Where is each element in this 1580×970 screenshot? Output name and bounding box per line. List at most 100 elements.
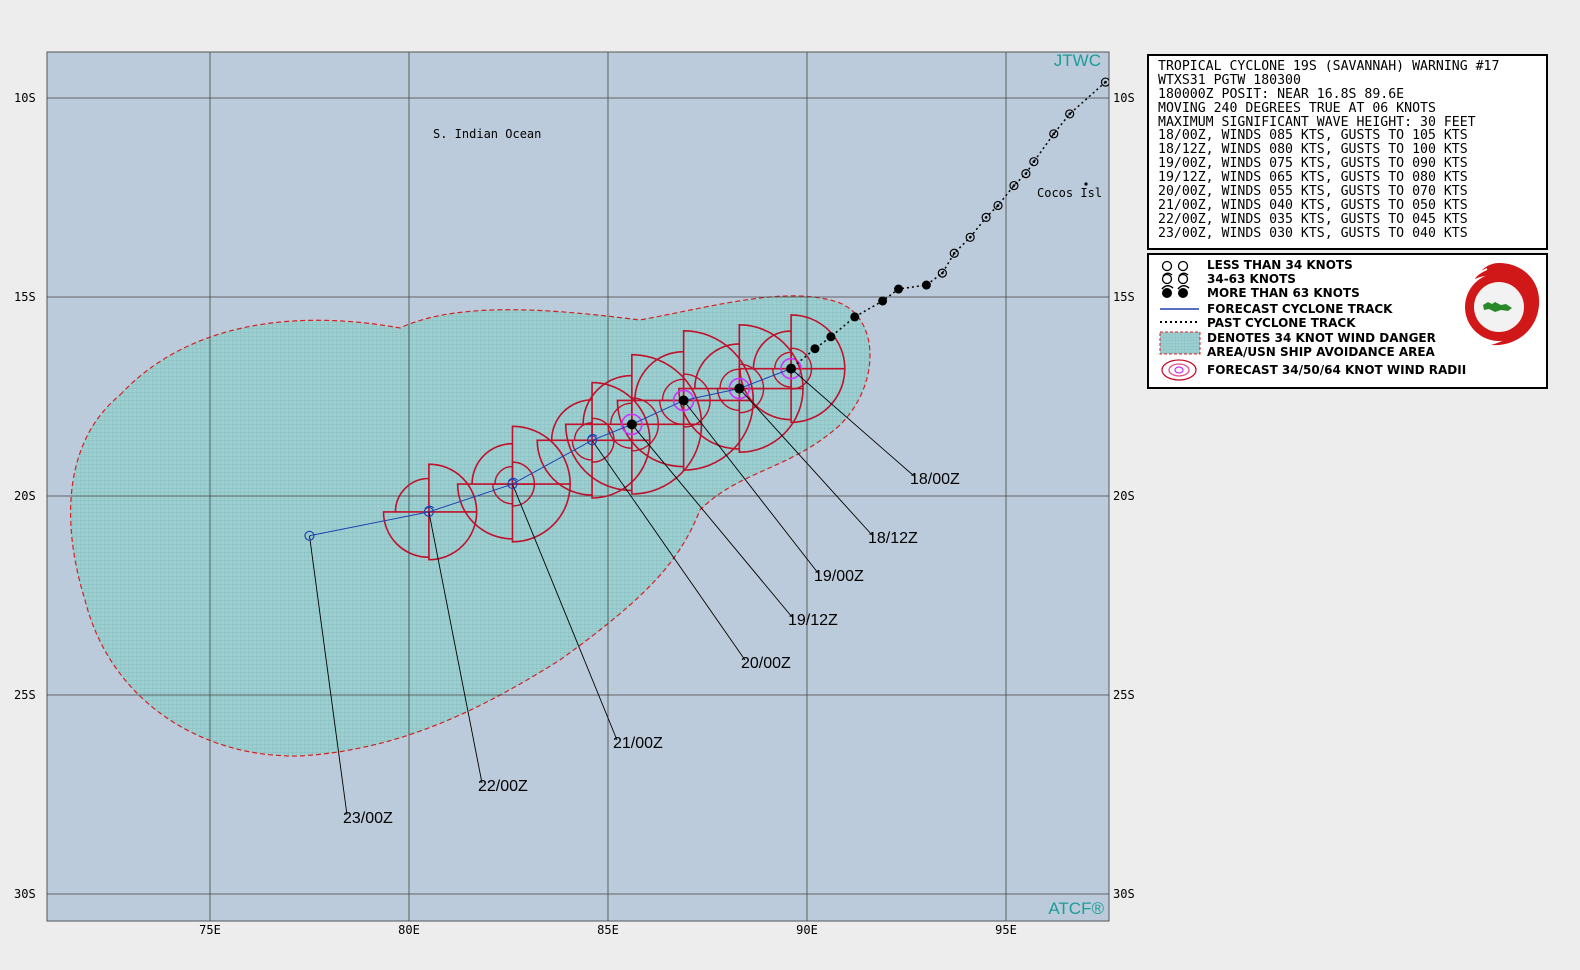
less-than-34-icon [1177, 260, 1189, 272]
past-position-center [996, 204, 1000, 207]
lat-tick-label-right: 25S [1113, 688, 1135, 702]
hurricane-icon [1162, 288, 1172, 298]
danger-area [69, 295, 871, 757]
forecast-position-depression-icon [304, 530, 315, 541]
past-position-center [1024, 172, 1028, 175]
hurricane-icon [1178, 288, 1188, 298]
forecast-position-hurricane-icon [734, 383, 745, 394]
lat-tick-label-right: 15S [1113, 290, 1135, 304]
warning-line: 19/12Z, WINDS 065 KTS, GUSTS TO 080 KTS [1158, 170, 1468, 186]
forecast-time-label: 19/12Z [788, 612, 838, 629]
forecast-position-storm-icon [586, 435, 598, 446]
leader-line [512, 483, 618, 741]
warning-line: 18/12Z, WINDS 080 KTS, GUSTS TO 100 KTS [1158, 142, 1468, 158]
lat-tick-label-right: 20S [1113, 489, 1135, 503]
warning-line: 20/00Z, WINDS 055 KTS, GUSTS TO 070 KTS [1158, 184, 1468, 200]
leader-line [591, 440, 746, 661]
forecast-time-label: 20/00Z [741, 655, 791, 672]
past-position-storm-icon [1049, 129, 1059, 139]
past-position-hurricane-icon [894, 284, 904, 294]
past-track-line [790, 81, 1106, 370]
leader-line [790, 368, 915, 477]
axis-labels: 10S 10S 15S 15S 20S 20S 25S 25S 30S 30S 75E 80E 85E 9… [14, 91, 1135, 937]
legend-past-track: PAST CYCLONE TRACK [1207, 316, 1356, 330]
forecast-positions [304, 363, 797, 541]
leader-line [428, 511, 483, 784]
warning-line: 21/00Z, WINDS 040 KTS, GUSTS TO 050 KTS [1158, 197, 1468, 213]
warning-line: MOVING 240 DEGREES TRUE AT 06 KNOTS [1158, 100, 1436, 116]
warning-line: 22/00Z, WINDS 035 KTS, GUSTS TO 045 KTS [1158, 211, 1468, 227]
warning-text-box: TROPICAL CYCLONE 19S (SAVANNAH) WARNING … [1147, 54, 1548, 250]
wind-radii-34kt [678, 324, 804, 454]
forecast-time-label: 18/00Z [910, 471, 960, 488]
warning-line: 180000Z POSIT: NEAR 16.8S 89.6E [1158, 86, 1405, 102]
lat-tick-label-left: 20S [14, 489, 36, 503]
tropical-storm-icon [1161, 273, 1173, 285]
forecast-time-label: 23/00Z [343, 810, 393, 827]
past-position-storm-icon [949, 248, 959, 258]
wind-radii-34kt [536, 381, 651, 499]
wind-radii-64kt [621, 413, 643, 436]
wind-radii-50kt [659, 373, 711, 428]
past-position-center [1012, 184, 1016, 187]
lat-tick-label-left: 15S [14, 290, 36, 304]
past-position-storm-icon [981, 212, 991, 222]
legend-less-than-34: LESS THAN 34 KNOTS [1207, 258, 1353, 272]
wind-radii-34kt [382, 463, 478, 561]
lon-tick-label: 80E [398, 923, 420, 937]
past-position-center [941, 271, 944, 275]
atcf-label: ATCF® [1048, 899, 1104, 918]
lat-tick-label-left: 10S [14, 91, 36, 105]
leader-line [683, 400, 819, 574]
danger-area-icon [1159, 331, 1201, 355]
legend-more-than-63: MORE THAN 63 KNOTS [1207, 286, 1360, 300]
forecast-time-label: 21/00Z [613, 735, 663, 752]
forecast-position-storm-icon [507, 478, 518, 490]
lon-tick-label: 75E [199, 923, 221, 937]
tropical-storm-icon [1177, 273, 1189, 285]
leader-line [631, 424, 793, 618]
past-position-storm-icon [993, 200, 1003, 211]
lon-tick-label: 85E [597, 923, 619, 937]
wind-radii-group [382, 314, 846, 561]
legend-34-63: 34-63 KNOTS [1207, 272, 1296, 286]
wind-radii-64kt [728, 377, 751, 400]
legend-box: LESS THAN 34 KNOTS 34-63 KNOTS MORE THAN… [1147, 253, 1548, 389]
past-position-hurricane-icon [850, 312, 860, 322]
forecast-storm-tail [508, 477, 518, 482]
past-position-storm-icon [937, 268, 947, 278]
lat-tick-label-right: 10S [1113, 91, 1135, 105]
lon-tick-label: 95E [995, 923, 1017, 937]
forecast-time-labels: 18/00Z 18/12Z 19/00Z 19/12Z 20/00Z 21/00Z 22/0… [343, 471, 960, 827]
past-position-center [968, 236, 972, 239]
past-position-storm-icon [1100, 77, 1109, 87]
wind-radii-34kt [739, 314, 846, 424]
forecast-time-label: 19/00Z [814, 568, 864, 585]
wind-radii-50kt [716, 363, 765, 414]
forecast-storm-tail [424, 505, 435, 510]
past-position-storm-icon [1009, 180, 1019, 191]
less-than-34-icon [1161, 260, 1173, 272]
lat-tick-label-right: 30S [1113, 887, 1135, 901]
forecast-cyclone-track [309, 368, 792, 537]
wind-radii-50kt [571, 417, 615, 463]
wind-radii-34kt [456, 425, 571, 543]
lat-tick-label-left: 25S [14, 688, 36, 702]
past-position-hurricane-icon [826, 332, 836, 342]
past-position-center [1032, 160, 1036, 163]
lat-lon-grid [47, 52, 1109, 921]
past-position-storm-icon [965, 232, 975, 242]
legend-wind-radii: FORECAST 34/50/64 KNOT WIND RADII [1207, 363, 1467, 377]
warning-line: MAXIMUM SIGNIFICANT WAVE HEIGHT: 30 FEET [1158, 114, 1476, 130]
leader-line [309, 535, 348, 816]
past-position-hurricane-icon [878, 296, 888, 306]
wind-radii-34kt [564, 353, 703, 495]
lat-tick-label-left: 30S [14, 887, 36, 901]
past-position-storm-icon [1065, 109, 1075, 119]
legend-danger-area-2: AREA/USN SHIP AVOIDANCE AREA [1207, 345, 1435, 359]
past-position-hurricane-icon [921, 280, 931, 290]
past-position-center [952, 251, 956, 255]
past-position-storm-icon [1029, 157, 1039, 167]
past-position-center [1052, 132, 1056, 136]
